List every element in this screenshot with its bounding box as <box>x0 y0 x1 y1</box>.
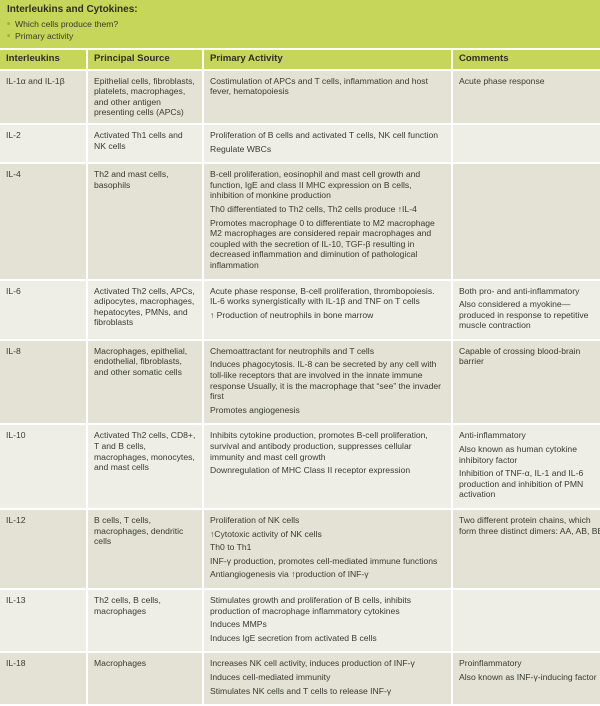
activity-line: Downregulation of MHC Class II receptor … <box>210 465 411 476</box>
principal-source: Th2 and mast cells, basophils <box>88 164 202 281</box>
interleukin-name: IL-13 <box>0 589 86 654</box>
col-header-interleukins: Interleukins <box>0 50 86 71</box>
activity-line: Acute phase response, B-cell proliferati… <box>210 285 435 307</box>
comments-cell: Both pro- and anti-inflammatory Also cons… <box>453 280 600 341</box>
activity-line: Inhibits cytokine production, promotes B… <box>210 430 428 462</box>
header-row: Interleukins Principal Source Primary Ac… <box>0 50 600 71</box>
principal-source: Activated Th2 cells, CD8+, T and B cells… <box>88 425 202 510</box>
interleukin-name: IL-4 <box>0 164 86 281</box>
table-row: IL-12 B cells, T cells, macrophages, dend… <box>0 510 600 590</box>
comments-cell: Capable of crossing blood-brain barrier <box>453 340 600 426</box>
primary-activity: Acute phase response, B-cell proliferati… <box>204 280 451 341</box>
comments-line: Also considered a myokine—produced in re… <box>459 299 589 331</box>
comments-cell <box>453 589 600 654</box>
col-header-source: Principal Source <box>88 50 202 71</box>
comments-line: Both pro- and anti-inflammatory <box>459 285 580 296</box>
table-row: IL-18 Macrophages Increases NK cell activi… <box>0 653 600 706</box>
interleukin-name: IL-2 <box>0 124 86 165</box>
activity-line: Chemoattractant for neutrophils and T ce… <box>210 345 375 356</box>
comments-cell: Two different protein chains, which form… <box>453 510 600 590</box>
table-row: IL-1α and IL-1β Epithelial cells, fibrobl… <box>0 70 600 125</box>
activity-line: Costimulation of APCs and T cells, infla… <box>210 75 428 97</box>
primary-activity: Inhibits cytokine production, promotes B… <box>204 425 451 510</box>
activity-line: Stimulates NK cells and T cells to relea… <box>210 685 392 696</box>
principal-source: Macrophages <box>88 653 202 706</box>
title-band: Interleukins and Cytokines: Which cells … <box>0 0 600 48</box>
bullet-item: Primary activity <box>7 30 593 42</box>
activity-line: Induces phagocytosis. IL-8 can be secret… <box>210 359 442 402</box>
activity-line: ↑Cytotoxic activity of NK cells <box>210 528 322 539</box>
comments-line: Two different protein chains, which form… <box>459 515 600 536</box>
comments-line: Proinflammatory <box>459 658 522 669</box>
interleukin-name: IL-18 <box>0 653 86 706</box>
activity-line: ↑ Production of neutrophils in bone marr… <box>210 309 374 320</box>
principal-source: Epithelial cells, fibroblasts, platelets… <box>88 70 202 125</box>
primary-activity: Proliferation of NK cells ↑Cytotoxic acti… <box>204 510 451 590</box>
activity-line: Induces MMPs <box>210 619 267 630</box>
activity-line: Th0 differentiated to Th2 cells, Th2 cel… <box>210 203 417 214</box>
bullet-item: Which cells produce them? <box>7 18 593 30</box>
comments-cell <box>453 124 600 165</box>
table-row: IL-10 Activated Th2 cells, CD8+, T and B … <box>0 425 600 510</box>
table-title: Interleukins and Cytokines: <box>7 4 138 15</box>
interleukin-name: IL-8 <box>0 340 86 426</box>
activity-line: Induces cell-mediated immunity <box>210 671 331 682</box>
comments-cell: Proinflammatory Also known as INF-γ-induc… <box>453 653 600 706</box>
primary-activity: Stimulates growth and proliferation of B… <box>204 589 451 654</box>
comments-cell: Acute phase response <box>453 70 600 125</box>
activity-line: Th0 to Th1 <box>210 542 252 553</box>
activity-line: Proliferation of B cells and activated T… <box>210 129 439 140</box>
interleukin-name: IL-10 <box>0 425 86 510</box>
principal-source: Th2 cells, B cells, macrophages <box>88 589 202 654</box>
activity-line: Increases NK cell activity, induces prod… <box>210 658 415 669</box>
table-row: IL-13 Th2 cells, B cells, macrophages Stim… <box>0 589 600 654</box>
activity-line: Promotes angiogenesis <box>210 404 300 415</box>
interleukin-name: IL-1α and IL-1β <box>0 70 86 125</box>
activity-line: INF-γ production, promotes cell-mediated… <box>210 555 438 566</box>
principal-source: Activated Th1 cells and NK cells <box>88 124 202 165</box>
bullet-list: Which cells produce them? Primary activi… <box>7 18 593 42</box>
activity-line: Regulate WBCs <box>210 143 272 154</box>
col-header-comments: Comments <box>453 50 600 71</box>
table-row: IL-2 Activated Th1 cells and NK cells Prol… <box>0 124 600 165</box>
comments-cell: Anti-inflammatory Also known as human cyt… <box>453 425 600 510</box>
comments-line: Also known as human cytokine inhibitory … <box>459 444 577 465</box>
primary-activity: Increases NK cell activity, induces prod… <box>204 653 451 706</box>
col-header-activity: Primary Activity <box>204 50 451 71</box>
table-row: IL-6 Activated Th2 cells, APCs, adipocyte… <box>0 280 600 341</box>
activity-line: B-cell proliferation, eosinophil and mas… <box>210 169 421 201</box>
interleukin-name: IL-12 <box>0 510 86 590</box>
table-row: IL-4 Th2 and mast cells, basophils B-cell … <box>0 164 600 281</box>
primary-activity: Proliferation of B cells and activated T… <box>204 124 451 165</box>
primary-activity: B-cell proliferation, eosinophil and mas… <box>204 164 451 281</box>
principal-source: B cells, T cells, macrophages, dendritic… <box>88 510 202 590</box>
comments-line: Anti-inflammatory <box>459 430 526 441</box>
activity-line: Stimulates growth and proliferation of B… <box>210 594 412 616</box>
comments-line: Capable of crossing blood-brain barrier <box>459 345 581 367</box>
interleukin-table: Interleukins Principal Source Primary Ac… <box>0 50 600 706</box>
principal-source: Activated Th2 cells, APCs, adipocytes, m… <box>88 280 202 341</box>
comments-line: Inhibition of TNF-α, IL-1 and IL-6 produ… <box>459 468 584 500</box>
primary-activity: Chemoattractant for neutrophils and T ce… <box>204 340 451 426</box>
activity-line: Promotes macrophage 0 to differentiate t… <box>210 217 435 270</box>
principal-source: Macrophages, epithelial, endothelial, fi… <box>88 340 202 426</box>
activity-line: Proliferation of NK cells <box>210 515 300 525</box>
comments-line: Acute phase response <box>459 75 545 86</box>
comments-cell <box>453 164 600 281</box>
activity-line: Antiangiogenesis via ↑production of INF-… <box>210 569 369 580</box>
interleukin-name: IL-6 <box>0 280 86 341</box>
primary-activity: Costimulation of APCs and T cells, infla… <box>204 70 451 125</box>
table-row: IL-8 Macrophages, epithelial, endothelial… <box>0 340 600 426</box>
comments-line: Also known as INF-γ-inducing factor <box>459 671 597 682</box>
activity-line: Induces IgE secretion from activated B c… <box>210 632 377 643</box>
